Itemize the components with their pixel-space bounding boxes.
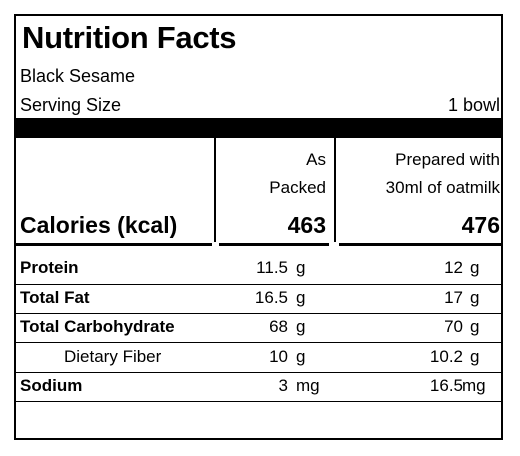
- column-header-prepared-line1: Prepared with: [395, 150, 500, 169]
- prepared-value: 16.5: [429, 376, 463, 395]
- nutrition-label: [14, 14, 503, 440]
- packed-unit: g: [296, 347, 306, 366]
- prepared-value: 10.2: [429, 347, 463, 366]
- packed-value: 10: [269, 347, 288, 366]
- packed-value: 16.5: [254, 288, 288, 307]
- column-header-prepared-line2: 30ml of oatmilk: [385, 178, 500, 197]
- calories-prepared: 476: [461, 212, 500, 238]
- packed-unit: g: [296, 258, 306, 277]
- row-divider: [14, 313, 502, 314]
- thick-divider: [14, 118, 502, 138]
- row-divider: [14, 284, 502, 285]
- column-header-packed-line2: Packed: [269, 178, 326, 197]
- nutrient-label: Total Carbohydrate: [20, 317, 175, 336]
- packed-unit: g: [296, 317, 306, 336]
- row-divider: [14, 372, 502, 373]
- prepared-unit: g: [470, 317, 480, 336]
- nutrient-label: Protein: [20, 258, 79, 277]
- prepared-unit: g: [470, 347, 480, 366]
- product-name: Black Sesame: [20, 66, 136, 86]
- prepared-unit: g: [470, 258, 480, 277]
- packed-unit: mg: [296, 376, 320, 395]
- prepared-value: 17: [444, 288, 463, 307]
- calories-divider-name: [14, 243, 212, 246]
- nutrient-label: Dietary Fiber: [64, 347, 162, 366]
- packed-value: 11.5: [256, 258, 288, 277]
- column-divider-prepared: [334, 138, 336, 242]
- prepared-value: 70: [444, 317, 463, 336]
- label-title: Nutrition Facts: [22, 20, 237, 55]
- packed-unit: g: [296, 288, 306, 307]
- prepared-value: 12: [444, 258, 463, 277]
- nutrient-label: Total Fat: [20, 288, 90, 307]
- column-header-packed-line1: As: [306, 150, 326, 169]
- serving-size-value: 1 bowl: [447, 95, 500, 115]
- row-divider: [14, 342, 502, 343]
- calories-label: Calories (kcal): [20, 212, 178, 238]
- calories-packed: 463: [287, 212, 326, 238]
- serving-size-label: Serving Size: [20, 95, 122, 115]
- column-header-prepared: Prepared with 30ml of oatmilk: [386, 146, 500, 202]
- column-header-packed: As Packed: [269, 146, 326, 202]
- calories-divider-prepared: [339, 243, 502, 246]
- packed-value: 68: [269, 317, 288, 336]
- packed-value: 3: [278, 376, 288, 395]
- calories-divider-packed: [219, 243, 329, 246]
- row-divider: [14, 401, 502, 402]
- prepared-unit: g: [470, 288, 480, 307]
- nutrient-label: Sodium: [20, 376, 83, 395]
- column-divider-packed: [214, 138, 216, 242]
- prepared-unit: mg: [462, 376, 486, 395]
